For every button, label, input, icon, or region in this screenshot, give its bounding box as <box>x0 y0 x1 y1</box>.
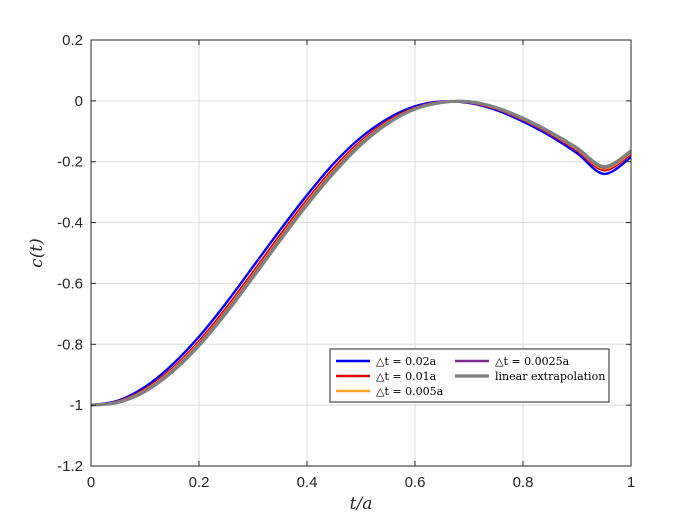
plot-frame <box>90 39 632 467</box>
y-tick-label: -0.6 <box>57 275 83 292</box>
y-tick-label: -0.8 <box>57 336 83 353</box>
axis-ticks: 0 0.2 0.4 0.6 0.8 1 0.2 0 -0.2 -0.4 -0.6 -0.8 -1 -1.2 <box>57 32 635 491</box>
y-tick-label: -1.2 <box>57 458 83 475</box>
y-tick-label: -1 <box>70 397 83 414</box>
y-tick-label: -0.2 <box>57 154 83 171</box>
x-tick-label: 1 <box>627 474 635 491</box>
x-tick-label: 0.4 <box>297 474 318 491</box>
series-line-1 <box>91 100 631 407</box>
legend-entry: △t = 0.01a <box>376 370 437 383</box>
grid <box>91 40 631 466</box>
x-tick-label: 0.8 <box>513 474 534 491</box>
y-tick-label: 0.2 <box>62 32 83 49</box>
y-axis-label: c(t) <box>27 238 47 268</box>
x-axis-label: t/a <box>350 494 373 514</box>
x-tick-label: 0.2 <box>189 474 210 491</box>
series-lines <box>91 99 631 407</box>
y-tick-label: -0.4 <box>57 215 83 232</box>
x-tick-label: 0.6 <box>405 474 426 491</box>
legend-entry: △t = 0.02a <box>376 355 437 368</box>
legend-entry: △t = 0.0025a <box>495 355 570 368</box>
series-line-5 <box>91 99 631 407</box>
legend: △t = 0.02a △t = 0.01a △t = 0.005a △t = 0.00… <box>329 348 610 403</box>
legend-entry: △t = 0.005a <box>376 385 444 398</box>
legend-entry: linear extrapolation <box>495 370 605 383</box>
y-tick-label: 0 <box>75 93 83 110</box>
x-tick-label: 0 <box>87 474 95 491</box>
